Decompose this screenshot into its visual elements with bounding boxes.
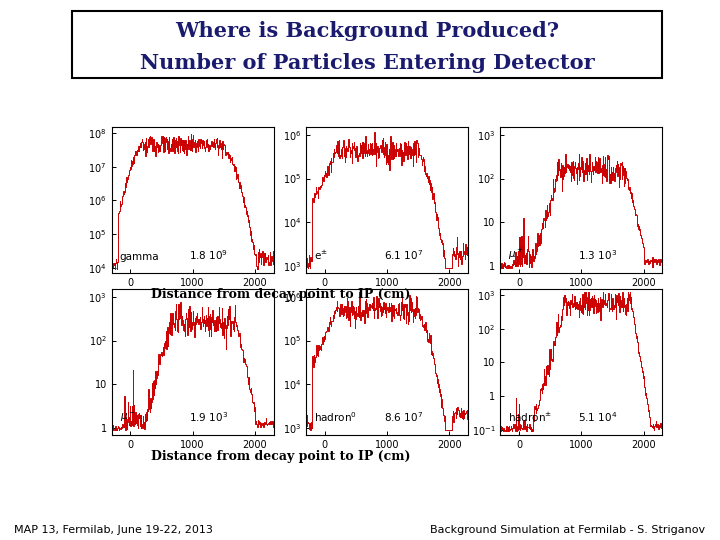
Text: 1.3 10$^{3}$: 1.3 10$^{3}$ — [578, 249, 617, 262]
Text: $\mu^-$: $\mu^-$ — [120, 411, 135, 424]
FancyBboxPatch shape — [72, 11, 662, 78]
Text: 8.6 10$^{7}$: 8.6 10$^{7}$ — [384, 411, 423, 424]
Text: e$^{\pm}$: e$^{\pm}$ — [314, 249, 328, 262]
Text: 1.9 10$^{3}$: 1.9 10$^{3}$ — [189, 411, 228, 424]
Text: 1.8 10$^{9}$: 1.8 10$^{9}$ — [189, 249, 228, 262]
Text: hadron$^0$: hadron$^0$ — [314, 411, 357, 424]
Text: gamma: gamma — [120, 253, 159, 262]
Text: Where is Background Produced?: Where is Background Produced? — [175, 21, 559, 41]
Text: 5.1 10$^{4}$: 5.1 10$^{4}$ — [578, 411, 618, 424]
Text: Distance from decay point to IP (cm): Distance from decay point to IP (cm) — [151, 450, 410, 463]
Text: hadron$^{\pm}$: hadron$^{\pm}$ — [508, 411, 553, 424]
Text: MAP 13, Fermilab, June 19-22, 2013: MAP 13, Fermilab, June 19-22, 2013 — [14, 524, 213, 535]
Text: 6.1 10$^{7}$: 6.1 10$^{7}$ — [384, 249, 423, 262]
Text: Distance from decay point to IP (cm): Distance from decay point to IP (cm) — [151, 288, 410, 301]
Text: Background Simulation at Fermilab - S. Striganov: Background Simulation at Fermilab - S. S… — [431, 524, 706, 535]
Text: $\mu^+$: $\mu^+$ — [508, 247, 524, 262]
Text: Number of Particles Entering Detector: Number of Particles Entering Detector — [140, 53, 595, 73]
